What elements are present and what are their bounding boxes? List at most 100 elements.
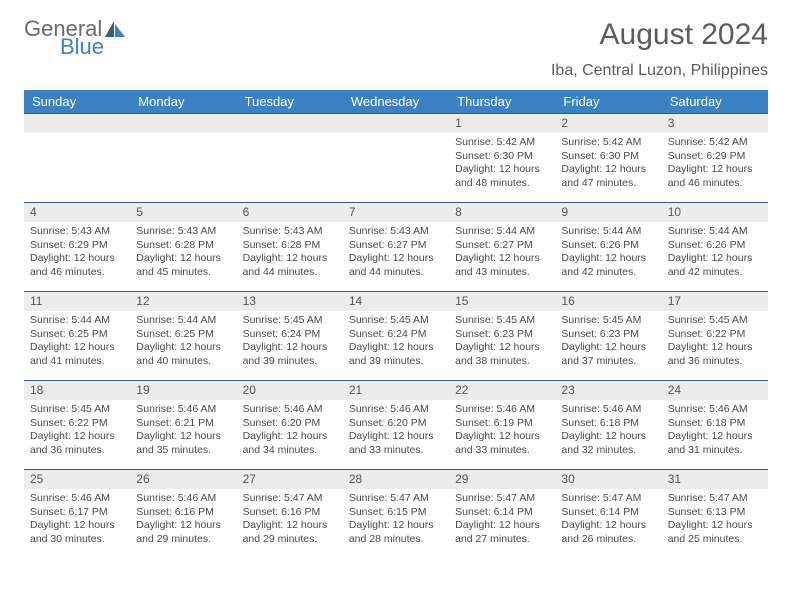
sunset-text: Sunset: 6:27 PM — [349, 239, 443, 253]
sunset-text: Sunset: 6:29 PM — [30, 239, 124, 253]
sunset-text: Sunset: 6:25 PM — [30, 328, 124, 342]
daylight-text: Daylight: 12 hours and 46 minutes. — [30, 252, 124, 279]
day-cell: 25Sunrise: 5:46 AMSunset: 6:17 PMDayligh… — [24, 470, 130, 558]
sunset-text: Sunset: 6:16 PM — [243, 506, 337, 520]
sunrise-text: Sunrise: 5:44 AM — [455, 225, 549, 239]
daylight-text: Daylight: 12 hours and 37 minutes. — [561, 341, 655, 368]
day-number: 6 — [237, 203, 343, 222]
day-number — [343, 114, 449, 133]
daylight-text: Daylight: 12 hours and 36 minutes. — [668, 341, 762, 368]
daylight-text: Daylight: 12 hours and 33 minutes. — [349, 430, 443, 457]
sunrise-text: Sunrise: 5:46 AM — [455, 403, 549, 417]
daylight-text: Daylight: 12 hours and 41 minutes. — [30, 341, 124, 368]
sunrise-text: Sunrise: 5:45 AM — [349, 314, 443, 328]
sunrise-text: Sunrise: 5:42 AM — [561, 136, 655, 150]
day-number: 21 — [343, 381, 449, 400]
sunrise-text: Sunrise: 5:45 AM — [455, 314, 549, 328]
daylight-text: Daylight: 12 hours and 27 minutes. — [455, 519, 549, 546]
day-detail: Sunrise: 5:42 AMSunset: 6:29 PMDaylight:… — [662, 133, 768, 195]
sunrise-text: Sunrise: 5:46 AM — [30, 492, 124, 506]
day-number: 27 — [237, 470, 343, 489]
daylight-text: Daylight: 12 hours and 39 minutes. — [349, 341, 443, 368]
sunset-text: Sunset: 6:23 PM — [561, 328, 655, 342]
day-detail: Sunrise: 5:46 AMSunset: 6:20 PMDaylight:… — [237, 400, 343, 462]
day-cell: 29Sunrise: 5:47 AMSunset: 6:14 PMDayligh… — [449, 470, 555, 558]
day-cell: 4Sunrise: 5:43 AMSunset: 6:29 PMDaylight… — [24, 203, 130, 291]
day-cell: 6Sunrise: 5:43 AMSunset: 6:28 PMDaylight… — [237, 203, 343, 291]
day-number — [24, 114, 130, 133]
day-header: Saturday — [662, 90, 768, 113]
day-cell: 2Sunrise: 5:42 AMSunset: 6:30 PMDaylight… — [555, 114, 661, 202]
daylight-text: Daylight: 12 hours and 28 minutes. — [349, 519, 443, 546]
day-detail: Sunrise: 5:45 AMSunset: 6:23 PMDaylight:… — [449, 311, 555, 373]
day-detail: Sunrise: 5:43 AMSunset: 6:27 PMDaylight:… — [343, 222, 449, 284]
day-cell: 1Sunrise: 5:42 AMSunset: 6:30 PMDaylight… — [449, 114, 555, 202]
day-header: Thursday — [449, 90, 555, 113]
day-cell: 31Sunrise: 5:47 AMSunset: 6:13 PMDayligh… — [662, 470, 768, 558]
sunrise-text: Sunrise: 5:44 AM — [30, 314, 124, 328]
sunset-text: Sunset: 6:22 PM — [30, 417, 124, 431]
day-number — [237, 114, 343, 133]
day-detail: Sunrise: 5:47 AMSunset: 6:16 PMDaylight:… — [237, 489, 343, 551]
day-cell — [24, 114, 130, 202]
day-header: Tuesday — [237, 90, 343, 113]
day-cell — [237, 114, 343, 202]
logo-word2: Blue — [60, 36, 126, 58]
calendar-grid: Sunday Monday Tuesday Wednesday Thursday… — [24, 90, 768, 558]
sunrise-text: Sunrise: 5:46 AM — [136, 492, 230, 506]
sunrise-text: Sunrise: 5:46 AM — [349, 403, 443, 417]
logo: General Blue — [24, 18, 126, 58]
day-detail: Sunrise: 5:45 AMSunset: 6:22 PMDaylight:… — [24, 400, 130, 462]
day-cell: 26Sunrise: 5:46 AMSunset: 6:16 PMDayligh… — [130, 470, 236, 558]
day-cell — [130, 114, 236, 202]
day-number: 24 — [662, 381, 768, 400]
day-cell: 17Sunrise: 5:45 AMSunset: 6:22 PMDayligh… — [662, 292, 768, 380]
week-row: 1Sunrise: 5:42 AMSunset: 6:30 PMDaylight… — [24, 113, 768, 202]
daylight-text: Daylight: 12 hours and 47 minutes. — [561, 163, 655, 190]
sunset-text: Sunset: 6:20 PM — [243, 417, 337, 431]
day-header: Monday — [130, 90, 236, 113]
day-detail: Sunrise: 5:46 AMSunset: 6:18 PMDaylight:… — [662, 400, 768, 462]
day-number: 5 — [130, 203, 236, 222]
day-number: 13 — [237, 292, 343, 311]
sunset-text: Sunset: 6:17 PM — [30, 506, 124, 520]
day-detail: Sunrise: 5:47 AMSunset: 6:13 PMDaylight:… — [662, 489, 768, 551]
day-header: Wednesday — [343, 90, 449, 113]
day-detail: Sunrise: 5:47 AMSunset: 6:15 PMDaylight:… — [343, 489, 449, 551]
day-cell: 24Sunrise: 5:46 AMSunset: 6:18 PMDayligh… — [662, 381, 768, 469]
sunset-text: Sunset: 6:13 PM — [668, 506, 762, 520]
day-cell: 8Sunrise: 5:44 AMSunset: 6:27 PMDaylight… — [449, 203, 555, 291]
day-header: Sunday — [24, 90, 130, 113]
sunrise-text: Sunrise: 5:42 AM — [455, 136, 549, 150]
day-cell: 7Sunrise: 5:43 AMSunset: 6:27 PMDaylight… — [343, 203, 449, 291]
day-number: 14 — [343, 292, 449, 311]
day-detail: Sunrise: 5:44 AMSunset: 6:27 PMDaylight:… — [449, 222, 555, 284]
day-detail: Sunrise: 5:42 AMSunset: 6:30 PMDaylight:… — [449, 133, 555, 195]
page-title: August 2024 — [600, 18, 768, 52]
day-number: 17 — [662, 292, 768, 311]
day-cell — [343, 114, 449, 202]
day-number: 19 — [130, 381, 236, 400]
sunset-text: Sunset: 6:19 PM — [455, 417, 549, 431]
sunset-text: Sunset: 6:16 PM — [136, 506, 230, 520]
day-detail: Sunrise: 5:46 AMSunset: 6:19 PMDaylight:… — [449, 400, 555, 462]
sunset-text: Sunset: 6:24 PM — [243, 328, 337, 342]
day-detail: Sunrise: 5:47 AMSunset: 6:14 PMDaylight:… — [449, 489, 555, 551]
daylight-text: Daylight: 12 hours and 38 minutes. — [455, 341, 549, 368]
day-number: 29 — [449, 470, 555, 489]
daylight-text: Daylight: 12 hours and 42 minutes. — [561, 252, 655, 279]
sunrise-text: Sunrise: 5:45 AM — [243, 314, 337, 328]
sunrise-text: Sunrise: 5:42 AM — [668, 136, 762, 150]
day-cell: 18Sunrise: 5:45 AMSunset: 6:22 PMDayligh… — [24, 381, 130, 469]
daylight-text: Daylight: 12 hours and 40 minutes. — [136, 341, 230, 368]
day-number: 7 — [343, 203, 449, 222]
day-number: 15 — [449, 292, 555, 311]
day-header: Friday — [555, 90, 661, 113]
sunset-text: Sunset: 6:26 PM — [668, 239, 762, 253]
day-detail: Sunrise: 5:44 AMSunset: 6:26 PMDaylight:… — [662, 222, 768, 284]
day-cell: 5Sunrise: 5:43 AMSunset: 6:28 PMDaylight… — [130, 203, 236, 291]
day-number — [130, 114, 236, 133]
week-row: 25Sunrise: 5:46 AMSunset: 6:17 PMDayligh… — [24, 469, 768, 558]
sunset-text: Sunset: 6:20 PM — [349, 417, 443, 431]
sunset-text: Sunset: 6:15 PM — [349, 506, 443, 520]
